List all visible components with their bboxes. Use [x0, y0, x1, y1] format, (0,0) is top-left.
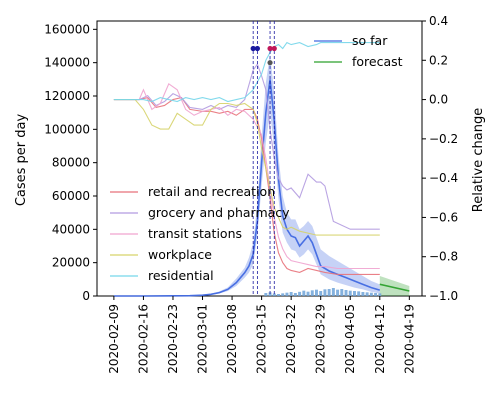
count-bar [277, 294, 280, 296]
legend-label: retail and recreation [148, 184, 275, 199]
y-tick-label: 160000 [44, 22, 90, 36]
y2-tick-label: 0.4 [429, 14, 448, 28]
count-bar [352, 291, 356, 296]
count-bar [378, 293, 382, 296]
count-bar [272, 293, 276, 296]
count-bar [331, 288, 335, 296]
event-marker [254, 45, 260, 52]
count-bar [374, 293, 378, 296]
count-bar [336, 289, 340, 296]
event-marker [271, 45, 277, 52]
x-tick-label: 2020-02-16 [136, 304, 150, 374]
line-grocery-and-pharmacy [113, 63, 380, 230]
legend-label: workplace [148, 247, 212, 262]
event-marker [250, 45, 256, 52]
legend-mobility: retail and recreation grocery and pharmac… [110, 184, 290, 283]
y-tick-label: 0 [82, 289, 90, 303]
count-bar [319, 291, 323, 296]
x-tick-label: 2020-03-15 [255, 304, 269, 374]
y-axis-label-left: Cases per day [14, 114, 29, 207]
y-axis-label-right: Relative change [471, 108, 486, 212]
event-markers [250, 45, 277, 66]
x-tick-label: 2020-03-01 [196, 304, 210, 374]
x-tick-label: 2020-04-19 [402, 304, 416, 374]
uncertainty-bands [113, 54, 410, 297]
y2-tick-label: 0.0 [429, 93, 448, 107]
line-residential [113, 41, 380, 103]
daily-count-bars [264, 288, 382, 296]
band-forecast [379, 276, 410, 296]
x-tick-label: 2020-04-12 [373, 304, 387, 374]
x-tick-label: 2020-02-09 [107, 304, 121, 374]
x-tick-label: 2020-03-29 [314, 304, 328, 374]
event-marker [267, 45, 273, 52]
y-tick-label: 140000 [44, 56, 90, 70]
y-tick-label: 40000 [52, 222, 90, 236]
count-bar [310, 290, 314, 296]
line-so-far [113, 79, 381, 297]
legend-cases: so far forecast [314, 33, 403, 69]
y2-tick-label: −0.8 [429, 250, 458, 264]
y-tick-label: 120000 [44, 89, 90, 103]
count-bar [306, 291, 310, 296]
plot-frame [96, 20, 423, 297]
y-tick-label: 60000 [52, 189, 90, 203]
x-tick-label: 2020-02-23 [166, 304, 180, 374]
count-bar [264, 293, 268, 296]
count-bar [357, 291, 361, 296]
series-lines [113, 41, 410, 297]
count-bar [323, 289, 327, 296]
y2-tick-label: −0.6 [429, 210, 458, 224]
count-bar [348, 290, 352, 296]
x-tick-label: 2020-04-05 [343, 304, 357, 374]
legend-label: transit stations [148, 226, 242, 241]
legend-label: grocery and pharmacy [148, 205, 290, 220]
legend-label: so far [352, 33, 388, 48]
line-workplace [113, 99, 380, 236]
line-retail-and-recreation [113, 96, 380, 275]
count-bar [344, 290, 348, 296]
legend-label: forecast [352, 54, 403, 69]
event-vlines [252, 21, 275, 296]
x-tick-label: 2020-03-08 [225, 304, 239, 374]
y2-tick-label: −0.4 [429, 171, 458, 185]
y2-tick-label: 0.2 [429, 53, 448, 67]
legend-label: residential [148, 268, 214, 283]
y-tick-label: 20000 [52, 256, 90, 270]
y2-tick-label: −1.0 [429, 289, 458, 303]
count-bar [327, 289, 331, 296]
count-bar [365, 292, 369, 296]
event-marker [267, 60, 273, 66]
count-bar [293, 293, 297, 296]
y-tick-label: 80000 [52, 156, 90, 170]
count-bar [315, 289, 318, 296]
count-bar [302, 290, 306, 296]
y-tick-label: 100000 [44, 122, 90, 136]
count-bar [361, 292, 365, 296]
x-tick-label: 2020-03-22 [284, 304, 298, 374]
count-bar [369, 292, 373, 296]
band-so-far [113, 54, 380, 297]
count-bar [285, 292, 289, 296]
y2-tick-label: −0.2 [429, 132, 458, 146]
count-bar [268, 292, 272, 296]
count-bar [298, 291, 302, 296]
count-bar [281, 293, 285, 296]
plot-area [96, 20, 423, 297]
line-forecast [379, 283, 410, 292]
count-bar [289, 292, 293, 296]
count-bar [340, 289, 344, 296]
axis-ticks: 0 20000 40000 60000 80000 100000 120000 140000 1… [44, 14, 458, 374]
